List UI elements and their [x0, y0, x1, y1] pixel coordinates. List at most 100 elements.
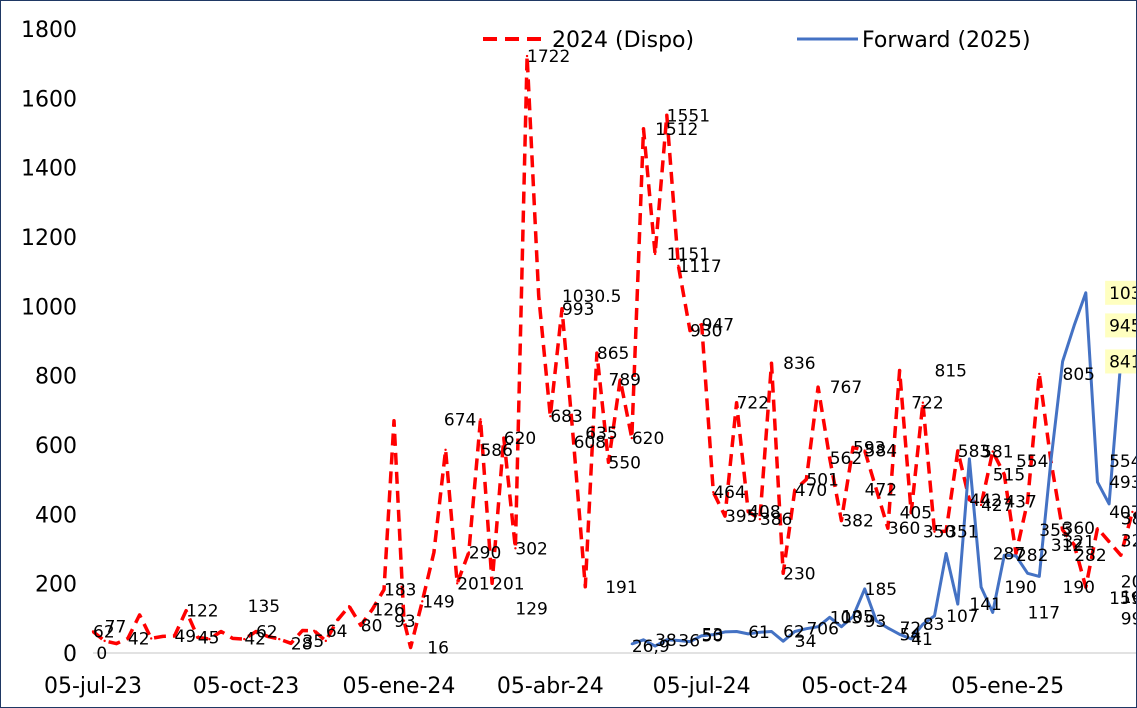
x-tick-label: 05-oct-24 — [801, 674, 907, 699]
data-label: 28 — [291, 634, 313, 654]
data-label: 122 — [186, 602, 218, 622]
data-point — [793, 630, 797, 633]
data-label: 586 — [480, 441, 512, 461]
data-point — [456, 582, 459, 585]
y-tick-label: 1800 — [21, 18, 77, 43]
data-point — [91, 630, 95, 633]
data-point — [231, 637, 234, 640]
data-label: 72 — [900, 619, 922, 639]
data-label: 38 — [655, 631, 677, 651]
data-label: 472 — [865, 480, 897, 500]
data-label: 36 — [678, 632, 700, 652]
x-tick-label: 05-oct-23 — [193, 674, 299, 699]
data-label: 287 — [993, 545, 1025, 565]
data-point — [392, 419, 396, 422]
data-point — [793, 488, 797, 492]
data-label: 722 — [737, 394, 769, 414]
data-point — [537, 294, 540, 297]
data-point — [747, 632, 750, 636]
data-label: 1512 — [655, 120, 698, 140]
data-label: 395 — [725, 507, 757, 527]
data-label: 593 — [853, 438, 885, 458]
data-label: 583 — [958, 442, 990, 462]
data-label: 1551 — [667, 106, 710, 126]
data-point — [1072, 324, 1076, 327]
y-tick-label: 200 — [35, 573, 77, 598]
data-point — [409, 646, 412, 649]
data-point — [723, 514, 727, 518]
data-point — [851, 615, 855, 618]
data-point — [863, 449, 866, 452]
data-label: 805 — [1063, 365, 1095, 385]
y-tick-label: 0 — [63, 642, 77, 667]
data-point — [933, 530, 936, 533]
series-layer — [91, 54, 1136, 650]
data-point — [161, 635, 165, 638]
data-label: 550 — [609, 453, 641, 473]
data-label: 427 — [981, 496, 1013, 516]
y-tick-label: 1600 — [21, 87, 77, 112]
data-point — [572, 441, 575, 444]
data-point — [1096, 480, 1099, 484]
data-point — [933, 614, 936, 618]
data-label: 93 — [865, 612, 887, 632]
data-point — [968, 457, 971, 461]
data-label: 351 — [946, 522, 978, 542]
data-label: 355 — [1039, 521, 1071, 541]
data-point — [712, 490, 715, 494]
data-label: 945 — [1109, 316, 1136, 336]
data-point — [219, 630, 223, 633]
data-point — [1061, 360, 1064, 363]
data-point — [758, 517, 762, 521]
data-label: 53 — [702, 626, 724, 646]
y-tick-label: 1400 — [21, 157, 77, 182]
data-label: 1151 — [667, 245, 710, 265]
data-point — [278, 637, 281, 641]
data-label: 1117 — [678, 257, 721, 277]
data-label: 635 — [585, 424, 617, 444]
data-point — [828, 456, 831, 460]
data-point — [595, 351, 599, 355]
data-label: 54 — [900, 625, 922, 645]
data-point — [898, 369, 901, 372]
y-tick-labels: 0 200 400 600 800 1000 1200 1400 1600 1800 — [21, 18, 77, 667]
data-point — [184, 609, 188, 612]
data-point — [898, 633, 901, 636]
data-point — [968, 498, 971, 501]
data-point — [312, 629, 316, 633]
data-point — [1003, 554, 1006, 557]
data-point — [770, 361, 773, 365]
data-point — [816, 625, 820, 628]
data-label: 185 — [865, 580, 897, 600]
legend-item-dispo: 2024 (Dispo) — [483, 28, 694, 53]
data-label: 64 — [326, 622, 348, 642]
data-label: 501 — [806, 470, 838, 490]
y-tick-label: 800 — [35, 365, 77, 390]
data-label: 230 — [783, 564, 815, 584]
data-label: 45 — [198, 628, 220, 648]
data-point — [991, 611, 994, 614]
data-point — [1119, 554, 1122, 557]
data-point — [150, 637, 153, 640]
data-label: 993 — [562, 300, 594, 320]
data-label: 321 — [1063, 533, 1095, 553]
data-label: 608 — [574, 433, 606, 453]
data-point — [1026, 500, 1029, 503]
data-label: 49 — [174, 627, 196, 647]
data-point — [126, 637, 130, 640]
data-point — [402, 619, 406, 622]
data-label: 620 — [504, 429, 536, 449]
data-label: 554 — [1109, 452, 1136, 472]
data-label: 290 — [469, 543, 501, 563]
data-label: 141 — [969, 595, 1001, 615]
data-point — [979, 585, 983, 589]
data-label: 201 — [457, 574, 489, 594]
data-point — [944, 530, 948, 533]
data-label: 107 — [946, 607, 978, 627]
data-point — [301, 629, 304, 632]
data-label: 0 — [96, 644, 107, 664]
data-point — [607, 461, 610, 464]
data-label: 103 — [830, 608, 862, 628]
x-tick-label: 05-jul-23 — [44, 674, 142, 699]
